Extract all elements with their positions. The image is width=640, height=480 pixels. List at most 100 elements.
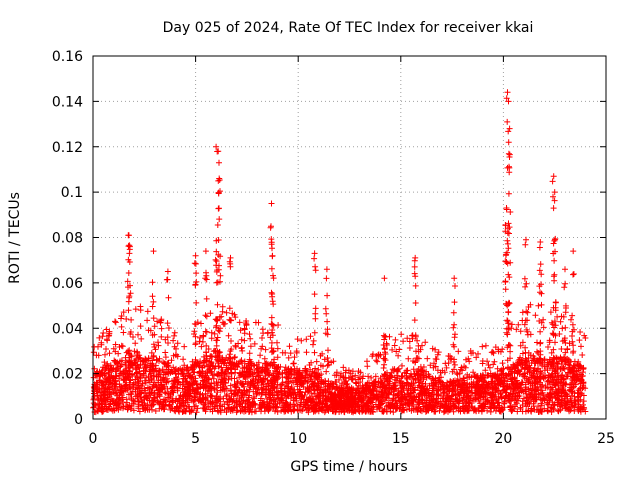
data-point xyxy=(451,402,458,408)
data-point xyxy=(272,404,279,411)
data-point xyxy=(216,363,222,369)
data-point xyxy=(523,326,530,333)
data-point xyxy=(101,359,108,366)
data-point xyxy=(447,378,454,385)
data-point xyxy=(493,405,500,412)
data-point xyxy=(386,372,393,379)
data-point xyxy=(105,394,112,401)
data-point xyxy=(359,408,366,415)
data-point xyxy=(313,373,320,380)
data-point xyxy=(569,338,576,345)
data-point xyxy=(99,333,106,340)
data-point xyxy=(118,313,125,319)
data-point xyxy=(261,360,268,367)
data-point xyxy=(406,374,413,381)
data-point xyxy=(180,375,187,382)
data-point xyxy=(190,398,197,405)
data-point xyxy=(522,283,529,290)
data-point xyxy=(332,379,339,385)
data-point xyxy=(451,321,458,328)
data-point xyxy=(441,382,448,389)
data-point xyxy=(132,366,139,373)
data-point xyxy=(489,395,496,402)
data-point xyxy=(241,337,248,344)
data-point xyxy=(363,391,370,398)
data-point xyxy=(479,343,486,350)
data-point xyxy=(404,335,411,342)
data-point xyxy=(535,365,542,372)
data-point xyxy=(537,289,543,296)
data-point xyxy=(502,222,509,228)
data-point xyxy=(352,408,359,415)
data-point xyxy=(509,321,515,328)
data-point xyxy=(267,224,274,231)
data-point xyxy=(392,376,399,383)
data-point xyxy=(465,392,472,399)
data-point xyxy=(193,409,200,416)
data-point xyxy=(411,263,418,270)
data-point xyxy=(338,385,345,392)
data-point xyxy=(115,350,122,357)
data-point xyxy=(383,340,390,347)
data-point xyxy=(305,405,312,412)
data-point xyxy=(549,321,556,328)
data-point xyxy=(169,405,176,412)
data-point xyxy=(551,257,558,264)
data-point xyxy=(403,374,410,381)
data-point xyxy=(387,373,394,379)
data-point xyxy=(126,347,133,354)
data-point xyxy=(238,336,245,343)
data-point xyxy=(524,400,531,407)
data-point xyxy=(375,353,382,360)
data-point xyxy=(274,339,280,346)
data-point xyxy=(493,397,500,404)
data-point xyxy=(307,376,314,383)
data-point xyxy=(443,404,449,411)
x-axis-label: GPS time / hours xyxy=(290,459,407,475)
data-point xyxy=(552,367,559,374)
data-point xyxy=(145,355,152,362)
data-point xyxy=(513,377,520,384)
data-point xyxy=(395,352,402,359)
data-point xyxy=(213,379,220,386)
data-point xyxy=(203,342,210,349)
data-point xyxy=(169,387,176,394)
data-point xyxy=(470,369,477,376)
data-point xyxy=(142,368,149,375)
data-point xyxy=(123,396,130,403)
data-point xyxy=(344,407,351,414)
data-point xyxy=(540,316,547,323)
data-point xyxy=(551,374,558,381)
data-point xyxy=(338,400,345,407)
data-point xyxy=(198,343,205,350)
data-point xyxy=(180,400,187,407)
data-point xyxy=(264,377,271,383)
data-point xyxy=(234,378,241,385)
data-point xyxy=(190,386,197,393)
data-point xyxy=(136,368,143,375)
data-point xyxy=(323,310,330,317)
data-point xyxy=(506,224,513,231)
data-point xyxy=(480,393,487,399)
data-point xyxy=(201,362,208,369)
data-point xyxy=(200,332,207,339)
data-point xyxy=(488,373,495,380)
data-point xyxy=(269,245,275,252)
data-point xyxy=(404,390,411,397)
data-point xyxy=(128,391,135,398)
data-point xyxy=(455,405,462,412)
data-point xyxy=(217,188,223,195)
data-point xyxy=(528,360,535,366)
data-point xyxy=(213,279,220,286)
data-point xyxy=(293,349,300,356)
data-point xyxy=(214,348,221,355)
data-point xyxy=(370,391,377,398)
data-point xyxy=(171,382,178,389)
data-point xyxy=(158,333,165,340)
data-point xyxy=(485,362,492,368)
data-point xyxy=(550,346,557,353)
data-point xyxy=(431,379,437,386)
data-point xyxy=(134,385,141,392)
data-point xyxy=(98,401,105,408)
data-point xyxy=(311,369,318,376)
